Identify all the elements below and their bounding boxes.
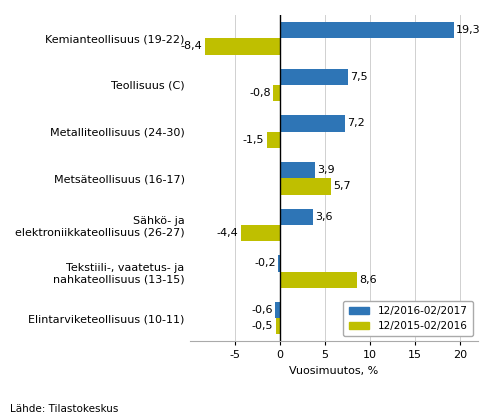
Bar — [280, 208, 313, 225]
Text: -1,5: -1,5 — [243, 135, 264, 145]
Bar — [280, 22, 454, 38]
Bar — [205, 38, 280, 54]
Text: 19,3: 19,3 — [456, 25, 481, 35]
Bar — [275, 302, 280, 318]
Bar — [279, 255, 280, 272]
Bar — [280, 178, 331, 195]
Bar — [273, 85, 280, 101]
Legend: 12/2016-02/2017, 12/2015-02/2016: 12/2016-02/2017, 12/2015-02/2016 — [343, 301, 473, 336]
Bar — [280, 115, 345, 131]
Text: -0,5: -0,5 — [252, 321, 274, 331]
Text: 5,7: 5,7 — [334, 181, 352, 191]
Text: 3,6: 3,6 — [315, 212, 332, 222]
Bar — [276, 318, 280, 334]
Text: -0,6: -0,6 — [251, 305, 273, 315]
Text: -4,4: -4,4 — [216, 228, 238, 238]
Bar — [280, 162, 315, 178]
Text: 7,2: 7,2 — [347, 119, 365, 129]
Text: -0,2: -0,2 — [254, 258, 276, 268]
Text: -0,8: -0,8 — [249, 88, 271, 98]
Text: 7,5: 7,5 — [350, 72, 367, 82]
Bar — [280, 69, 348, 85]
Bar — [280, 272, 357, 288]
X-axis label: Vuosimuutos, %: Vuosimuutos, % — [289, 366, 379, 376]
Bar — [267, 131, 280, 148]
Text: 3,9: 3,9 — [317, 165, 335, 175]
Text: -8,4: -8,4 — [180, 42, 202, 52]
Bar — [241, 225, 280, 241]
Text: 8,6: 8,6 — [360, 275, 377, 285]
Text: Lähde: Tilastokeskus: Lähde: Tilastokeskus — [10, 404, 118, 414]
